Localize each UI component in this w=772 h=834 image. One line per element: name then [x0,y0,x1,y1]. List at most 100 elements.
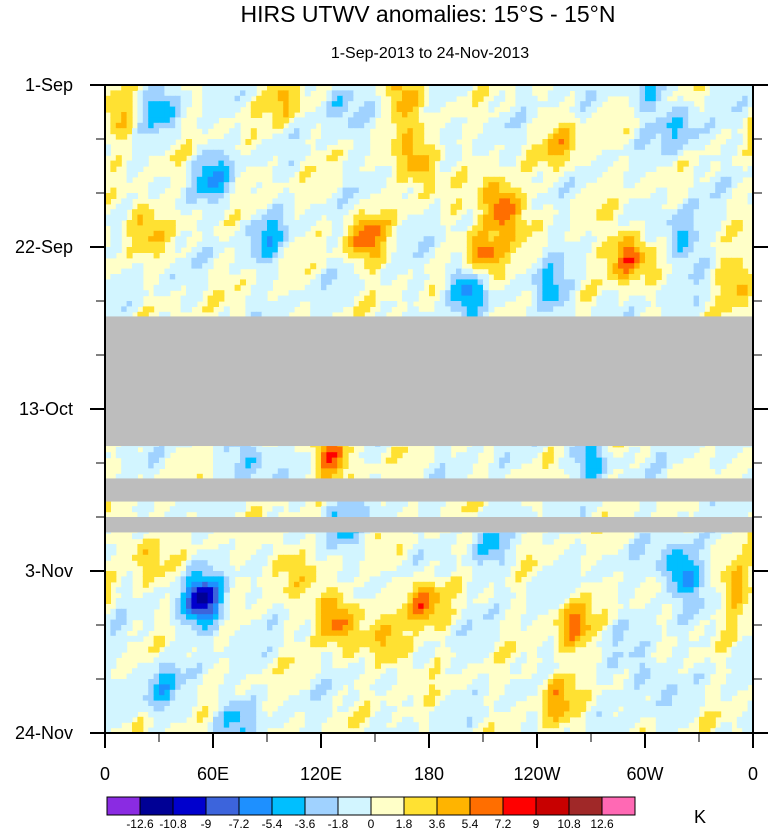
anomaly-cell [153,133,160,140]
anomaly-cell [223,182,230,189]
anomaly-cell [234,90,241,97]
anomaly-cell [655,139,662,145]
anomaly-cell [121,301,128,307]
anomaly-cell [110,230,117,237]
anomaly-cell [229,166,236,172]
anomaly-cell [434,236,441,243]
anomaly-cell [472,144,479,151]
anomaly-cell [445,95,452,102]
anomaly-cell [283,457,290,464]
anomaly-cell [639,301,646,307]
anomaly-cell [191,263,198,270]
anomaly-cell [331,106,338,113]
anomaly-cell [331,149,338,156]
anomaly-cell [337,187,344,194]
anomaly-cell [218,106,225,113]
anomaly-cell [493,225,500,232]
anomaly-cell [132,133,138,140]
anomaly-cell [169,225,176,232]
anomaly-cell [272,171,279,178]
anomaly-cell [472,279,479,286]
anomaly-cell [569,257,576,264]
anomaly-cell [277,155,284,162]
anomaly-cell [277,149,284,156]
anomaly-cell [704,112,711,118]
anomaly-cell [693,209,700,216]
anomaly-cell [337,230,344,237]
anomaly-cell [564,149,570,156]
anomaly-cell [121,284,128,291]
anomaly-cell [391,112,398,118]
anomaly-cell [510,225,516,232]
anomaly-cell [709,214,716,221]
anomaly-cell [650,263,657,270]
anomaly-cell [132,220,138,226]
anomaly-cell [196,160,203,167]
anomaly-cell [137,225,144,232]
anomaly-cell [645,112,651,118]
anomaly-cell [267,214,273,221]
anomaly-cell [418,225,425,232]
anomaly-cell [202,112,209,118]
anomaly-cell [623,203,630,210]
anomaly-cell [402,106,408,113]
anomaly-cell [553,274,560,280]
anomaly-cell [315,290,322,297]
anomaly-cell [720,446,727,453]
anomaly-cell [682,306,689,313]
anomaly-cell [510,117,516,124]
anomaly-cell [375,182,381,189]
anomaly-cell [726,284,732,291]
anomaly-cell [450,90,457,97]
anomaly-cell [499,160,506,167]
anomaly-cell [299,133,306,140]
anomaly-cell [720,176,727,183]
anomaly-cell [186,284,192,291]
anomaly-cell [515,230,522,237]
anomaly-cell [342,301,349,307]
anomaly-cell [677,452,684,459]
anomaly-cell [601,446,608,453]
anomaly-cell [159,182,165,189]
anomaly-cell [558,85,565,91]
anomaly-cell [623,214,630,221]
anomaly-cell [396,155,403,162]
anomaly-cell [504,209,511,216]
anomaly-cell [110,90,117,97]
anomaly-cell [407,166,414,172]
anomaly-cell [110,193,117,199]
anomaly-cell [564,241,570,248]
anomaly-cell [191,193,198,199]
anomaly-cell [364,193,371,199]
anomaly-cell [677,133,684,140]
anomaly-cell [477,144,484,151]
anomaly-cell [358,220,365,226]
anomaly-cell [126,295,133,302]
anomaly-cell [407,133,414,140]
anomaly-cell [569,139,576,145]
anomaly-cell [645,117,651,124]
anomaly-cell [148,149,155,156]
anomaly-cell [564,144,570,151]
anomaly-cell [623,301,630,307]
anomaly-cell [618,85,624,91]
anomaly-cell [650,139,657,145]
anomaly-cell [639,95,646,102]
anomaly-cell [369,95,376,102]
anomaly-cell [742,95,749,102]
anomaly-cell [137,144,144,151]
anomaly-cell [639,306,646,313]
anomaly-cell [569,122,576,129]
anomaly-cell [547,139,554,145]
anomaly-cell [456,452,462,459]
anomaly-cell [655,133,662,140]
anomaly-cell [169,128,176,135]
anomaly-cell [148,214,155,221]
anomaly-cell [574,274,581,280]
anomaly-cell [121,95,128,102]
anomaly-cell [553,214,560,221]
anomaly-cell [429,187,435,194]
anomaly-cell [132,295,138,302]
anomaly-cell [682,144,689,151]
anomaly-cell [704,290,711,297]
